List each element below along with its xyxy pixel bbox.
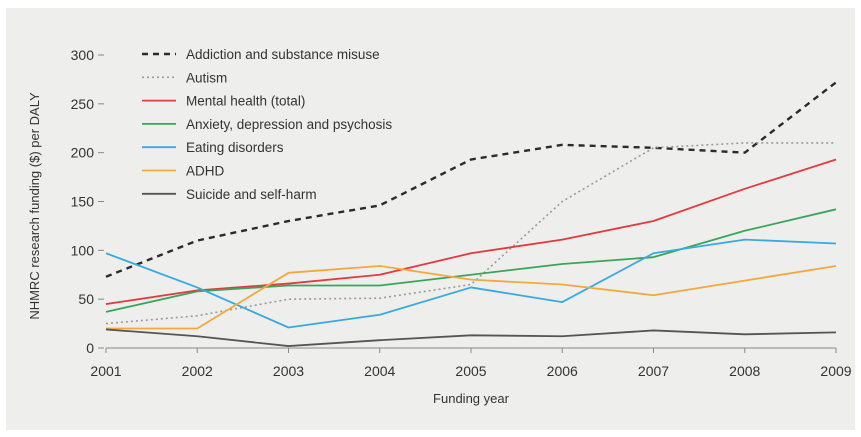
series-line	[106, 265, 837, 330]
plot-lines	[105, 81, 837, 347]
legend-label: ADHD	[186, 164, 225, 179]
x-axis-ticks: 2001 2002 2003 2004 2005 2006 2007 2008 2009	[90, 348, 852, 379]
legend-label: Anxiety, depression and psychosis	[186, 117, 392, 132]
x-tick-label: 2005	[455, 363, 486, 379]
x-tick-label: 2001	[90, 363, 121, 379]
x-tick-label: 2008	[729, 363, 760, 379]
y-axis-title: NHMRC research funding ($) per DALY	[27, 92, 42, 320]
y-tick-label: 250	[71, 96, 95, 112]
x-tick-label: 2007	[638, 363, 669, 379]
chart-panel: 0 50 100 150 200 250 300 2001 2002 2003 2004 2005 2…	[6, 8, 855, 430]
x-tick-label: 2002	[182, 363, 213, 379]
y-axis-ticks: 0 50 100 150 200 250 300	[71, 47, 104, 356]
y-tick-label: 150	[71, 194, 95, 210]
series-line	[105, 158, 837, 305]
y-tick-label: 0	[86, 340, 94, 356]
legend-label: Addiction and substance misuse	[186, 47, 380, 62]
y-tick-label: 100	[71, 242, 95, 258]
legend-label: Suicide and self-harm	[186, 187, 317, 202]
legend-label: Mental health (total)	[186, 94, 305, 109]
series-line	[105, 238, 837, 329]
x-tick-label: 2003	[273, 363, 304, 379]
y-tick-label: 50	[78, 291, 94, 307]
legend-label: Eating disorders	[186, 140, 284, 155]
x-tick-label: 2006	[547, 363, 578, 379]
x-tick-label: 2009	[820, 363, 851, 379]
legend: Addiction and substance misuse Autism Ment…	[142, 47, 392, 202]
y-tick-label: 300	[71, 47, 95, 63]
y-tick-label: 200	[71, 145, 95, 161]
series-line	[105, 81, 837, 278]
legend-label: Autism	[186, 70, 227, 85]
series-line	[105, 208, 837, 313]
x-tick-label: 2004	[364, 363, 395, 379]
series-line	[105, 328, 837, 347]
x-axis-title: Funding year	[433, 391, 510, 406]
